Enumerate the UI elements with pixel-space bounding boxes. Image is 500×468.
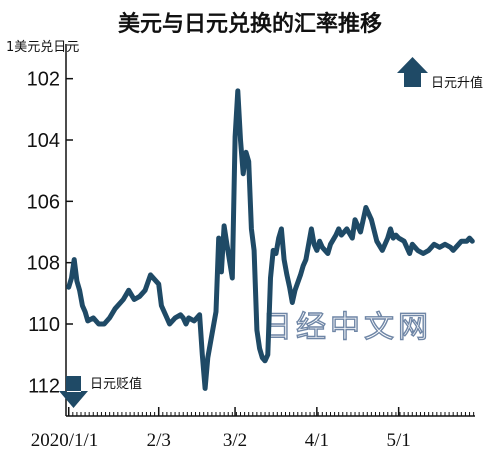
y-tick-label: 102 [27, 69, 60, 91]
arrow-down-icon [59, 376, 88, 408]
watermark-text: 日经中文网 [262, 310, 432, 345]
x-tick-label: 5/1 [387, 430, 411, 451]
axes [65, 44, 475, 417]
legend-up-label: 日元升值 [431, 75, 483, 91]
y-axis-label: 1美元兑日元 [6, 40, 80, 55]
y-tick-label: 104 [27, 130, 60, 152]
y-tick-label: 110 [28, 314, 60, 336]
y-ticks: 102 104 106 108 110 112 [27, 69, 73, 397]
x-tick-label: 4/1 [305, 430, 329, 451]
x-tick-label: 2020/1/1 [31, 430, 99, 451]
x-tick-label: 3/2 [223, 430, 247, 451]
chart-title: 美元与日元兑换的汇率推移 [117, 12, 382, 37]
legend-up: 日元升值 [397, 57, 483, 91]
x-minor-ticks [68, 412, 475, 416]
y-tick-label: 112 [28, 375, 60, 397]
legend-down: 日元贬值 [59, 376, 142, 408]
y-tick-label: 108 [27, 253, 60, 275]
y-tick-label: 106 [27, 191, 60, 213]
legend-down-label: 日元贬值 [90, 376, 142, 392]
arrow-up-icon [397, 57, 428, 87]
series-line-usd-jpy [66, 88, 475, 391]
x-tick-label: 2/3 [147, 430, 171, 451]
x-ticks: 2020/1/1 2/3 3/2 4/1 5/1 [31, 407, 411, 451]
